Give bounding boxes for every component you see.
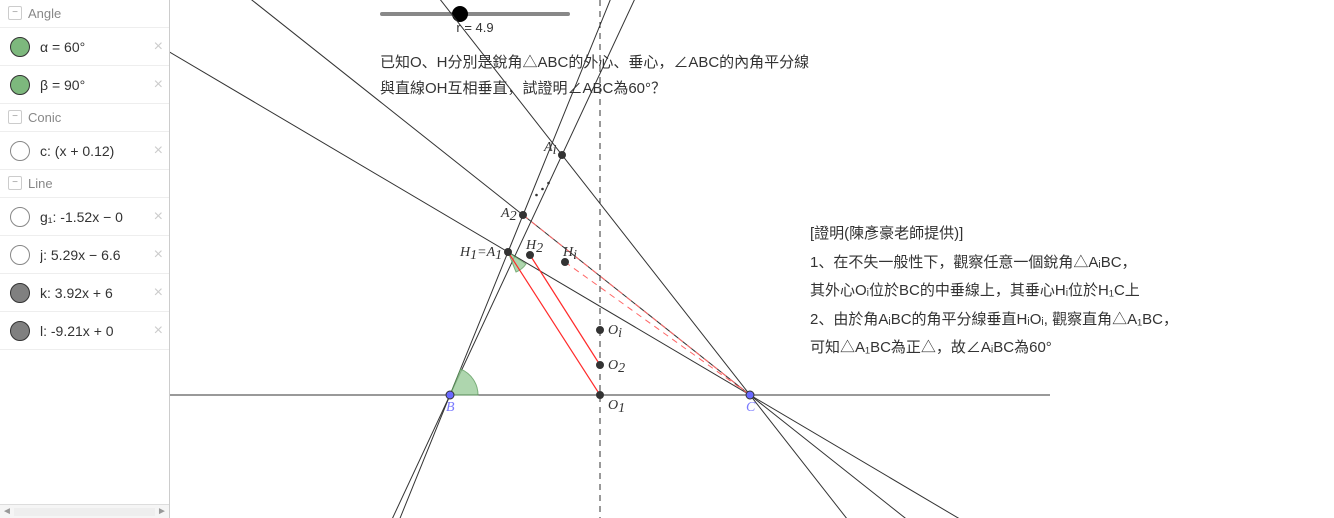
object-row[interactable]: β = 90° × [0, 66, 169, 104]
object-row[interactable]: k: 3.92x + 6 × [0, 274, 169, 312]
object-label: g₁: -1.52x − 0 [40, 209, 154, 225]
close-icon[interactable]: × [154, 142, 163, 160]
sidebar-scrollbar[interactable]: ◄ ► [0, 504, 169, 518]
section-title: Line [28, 176, 53, 191]
visibility-dot[interactable] [10, 75, 30, 95]
object-row[interactable]: l: -9.21x + 0 × [0, 312, 169, 350]
collapse-icon[interactable]: − [8, 6, 22, 20]
svg-text:C: C [746, 400, 756, 415]
close-icon[interactable]: × [154, 246, 163, 264]
scroll-left[interactable]: ◄ [0, 506, 14, 517]
visibility-dot[interactable] [10, 283, 30, 303]
visibility-dot[interactable] [10, 141, 30, 161]
section-title: Angle [28, 6, 61, 21]
object-row[interactable]: j: 5.29x − 6.6 × [0, 236, 169, 274]
svg-text:Ai: Ai [543, 140, 557, 158]
algebra-sidebar[interactable]: −Angle α = 60° × β = 90° ×−Conic c: (x +… [0, 0, 170, 518]
svg-text:H1=A1: H1=A1 [459, 245, 502, 263]
close-icon[interactable]: × [154, 284, 163, 302]
object-label: α = 60° [40, 39, 154, 55]
scroll-right[interactable]: ► [155, 506, 169, 517]
object-row[interactable]: c: (x + 0.12) × [0, 132, 169, 170]
section-header[interactable]: −Angle [0, 0, 169, 28]
section-header[interactable]: −Line [0, 170, 169, 198]
visibility-dot[interactable] [10, 207, 30, 227]
svg-text:Oi: Oi [608, 323, 622, 341]
close-icon[interactable]: × [154, 76, 163, 94]
object-row[interactable]: α = 60° × [0, 28, 169, 66]
section-header[interactable]: −Conic [0, 104, 169, 132]
figure: BCO1O2OiH1=A1H2HiA2Ai [170, 0, 1334, 518]
visibility-dot[interactable] [10, 321, 30, 341]
svg-text:O1: O1 [608, 398, 625, 416]
scroll-track[interactable] [14, 508, 155, 516]
svg-text:A2: A2 [500, 206, 517, 224]
graphics-canvas[interactable]: r = 4.9 已知O、H分別是銳角△ABC的外心、垂心，∠ABC的內角平分線 … [170, 0, 1334, 518]
collapse-icon[interactable]: − [8, 176, 22, 190]
collapse-icon[interactable]: − [8, 110, 22, 124]
object-label: j: 5.29x − 6.6 [40, 247, 154, 263]
object-label: c: (x + 0.12) [40, 143, 154, 159]
close-icon[interactable]: × [154, 208, 163, 226]
object-label: β = 90° [40, 77, 154, 93]
section-title: Conic [28, 110, 61, 125]
object-row[interactable]: g₁: -1.52x − 0 × [0, 198, 169, 236]
object-label: l: -9.21x + 0 [40, 323, 154, 339]
svg-text:B: B [446, 400, 455, 415]
svg-text:O2: O2 [608, 358, 625, 376]
close-icon[interactable]: × [154, 38, 163, 56]
object-label: k: 3.92x + 6 [40, 285, 154, 301]
close-icon[interactable]: × [154, 322, 163, 340]
visibility-dot[interactable] [10, 37, 30, 57]
visibility-dot[interactable] [10, 245, 30, 265]
